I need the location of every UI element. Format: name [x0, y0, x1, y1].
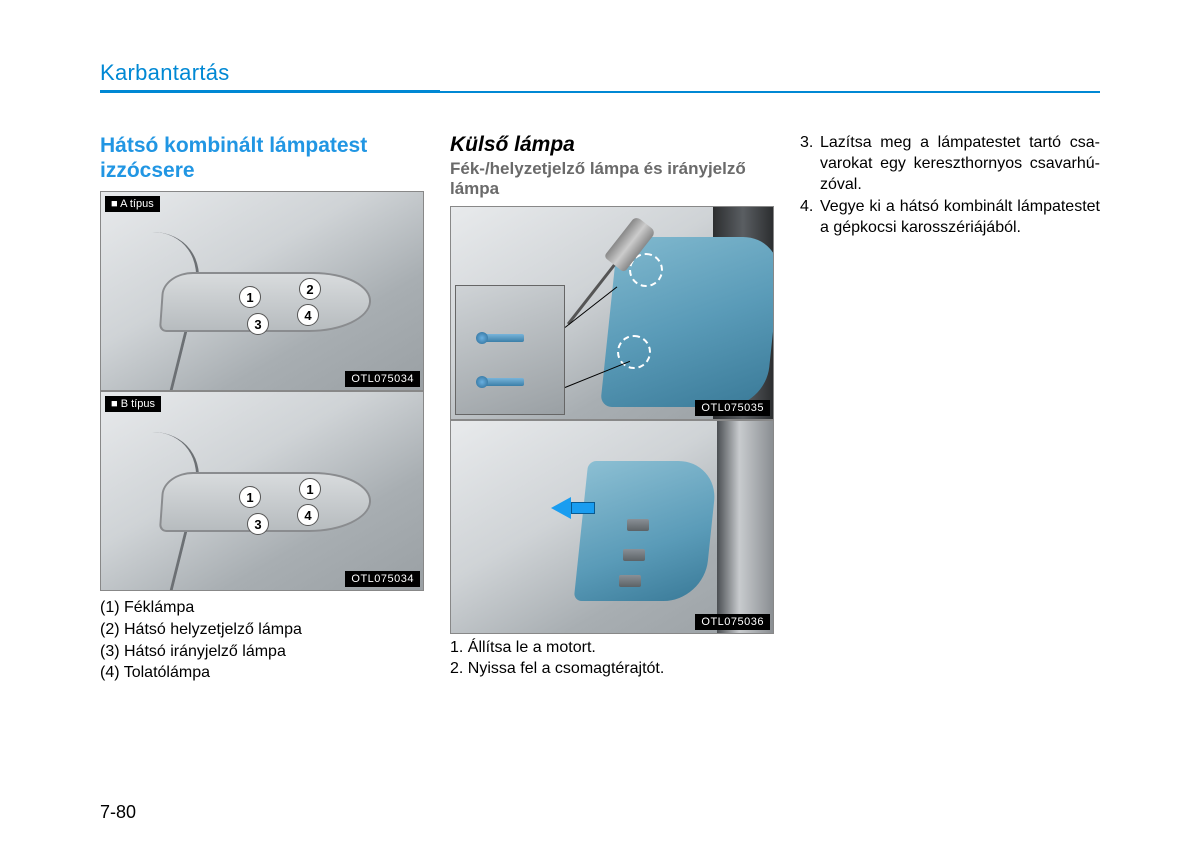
step-item: 4. Vegye ki a hátsó kombinált lámpa­test… [800, 197, 1100, 239]
step-text: Vegye ki a hátsó kombinált lámpa­testet … [820, 197, 1100, 239]
content-columns: Hátsó kombinált lámpatest izzócsere ■ A … [100, 133, 1100, 684]
section-title-rear-lamp: Hátsó kombinált lámpatest izzócsere [100, 133, 424, 183]
step-item: 2. Nyissa fel a csomagtérajtót. [450, 659, 774, 680]
figure-type-label: ■ A típus [105, 196, 160, 212]
section-title-outer-lamp: Külső lámpa [450, 133, 774, 157]
step-number: 3. [800, 133, 820, 195]
step-item: 1. Állítsa le a motort. [450, 638, 774, 659]
legend-item: (3) Hátsó irányjelző lámpa [100, 641, 424, 663]
column-1: Hátsó kombinált lámpatest izzócsere ■ A … [100, 133, 424, 684]
step-text: Lazítsa meg a lámpatestet tartó csa­varo… [820, 133, 1100, 195]
legend-item: (2) Hátsó helyzetjelző lámpa [100, 619, 424, 641]
legend-item: (1) Féklámpa [100, 597, 424, 619]
figure-type-a: ■ A típus 1 2 3 4 OTL075034 [100, 191, 424, 391]
column-3: 3. Lazítsa meg a lámpatestet tartó csa­v… [800, 133, 1100, 684]
figure-code: OTL075036 [695, 614, 770, 630]
figure-code: OTL075034 [345, 371, 420, 387]
figure-code: OTL075035 [695, 400, 770, 416]
figure-type-b: ■ B típus 1 1 3 4 OTL075034 [100, 391, 424, 591]
step-item: 3. Lazítsa meg a lámpatestet tartó csa­v… [800, 133, 1100, 195]
section-subtitle: Fék-/helyzetjelző lámpa és irányjelző lá… [450, 159, 774, 200]
figure-code: OTL075034 [345, 571, 420, 587]
direction-arrow-icon [551, 497, 595, 519]
figure-type-label: ■ B típus [105, 396, 161, 412]
legend-item: (4) Tolatólámpa [100, 662, 424, 684]
figure-inset [455, 285, 565, 415]
step-number: 4. [800, 197, 820, 239]
figure-screw-removal: OTL075035 [450, 206, 774, 420]
steps-1-2: 1. Állítsa le a motort. 2. Nyissa fel a … [450, 638, 774, 680]
page-number: 7-80 [100, 802, 136, 823]
callout-3: 3 [247, 513, 269, 535]
chapter-title: Karbantartás [100, 60, 1100, 86]
header-rule [100, 90, 1100, 93]
figure-legend: (1) Féklámpa (2) Hátsó helyzetjelző lámp… [100, 597, 424, 683]
steps-3-4: 3. Lazítsa meg a lámpatestet tartó csa­v… [800, 133, 1100, 239]
figure-lamp-removal: OTL075036 [450, 420, 774, 634]
callout-3: 3 [247, 313, 269, 335]
column-2: Külső lámpa Fék-/helyzetjelző lámpa és i… [450, 133, 774, 684]
